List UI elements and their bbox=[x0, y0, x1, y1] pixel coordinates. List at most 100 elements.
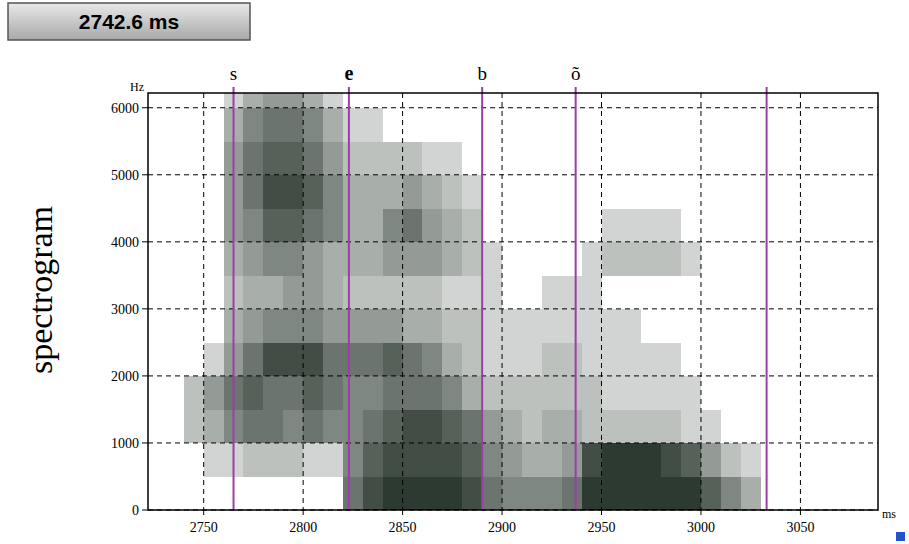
cell bbox=[323, 342, 343, 376]
cell bbox=[323, 93, 343, 108]
cell bbox=[482, 443, 502, 477]
boundary-line bbox=[481, 87, 483, 510]
cell bbox=[562, 141, 582, 175]
cell bbox=[522, 208, 542, 242]
cell bbox=[283, 141, 303, 175]
cell bbox=[721, 409, 741, 443]
cell bbox=[403, 409, 423, 443]
cell bbox=[243, 275, 263, 309]
cell bbox=[403, 476, 423, 510]
cell bbox=[621, 443, 641, 477]
cell bbox=[442, 342, 462, 376]
cell bbox=[283, 208, 303, 242]
cell bbox=[343, 309, 363, 343]
cell bbox=[562, 443, 582, 477]
cell bbox=[482, 275, 502, 309]
cell bbox=[602, 309, 622, 343]
cell bbox=[502, 342, 522, 376]
cell bbox=[204, 108, 224, 142]
cell bbox=[641, 409, 661, 443]
cell bbox=[701, 376, 721, 410]
cell bbox=[721, 208, 741, 242]
cell bbox=[641, 208, 661, 242]
cell bbox=[323, 309, 343, 343]
cell bbox=[243, 342, 263, 376]
x-tick bbox=[800, 510, 801, 515]
cell bbox=[582, 93, 602, 108]
cell bbox=[442, 93, 462, 108]
cell bbox=[562, 409, 582, 443]
cell bbox=[542, 208, 562, 242]
cell bbox=[283, 108, 303, 142]
cell bbox=[184, 409, 204, 443]
x-tick-label: 2850 bbox=[389, 520, 417, 535]
cell bbox=[462, 476, 482, 510]
y-grid-line bbox=[148, 308, 878, 309]
cell bbox=[582, 208, 602, 242]
cell bbox=[502, 409, 522, 443]
cell bbox=[681, 242, 701, 276]
cell bbox=[681, 175, 701, 209]
cell bbox=[442, 141, 462, 175]
x-tick-label: 2950 bbox=[588, 520, 616, 535]
cell bbox=[363, 409, 383, 443]
y-tick bbox=[142, 375, 148, 376]
cell bbox=[363, 93, 383, 108]
cell bbox=[721, 93, 741, 108]
cell bbox=[562, 275, 582, 309]
segment-label: õ bbox=[571, 63, 581, 84]
cell bbox=[482, 309, 502, 343]
cell bbox=[184, 443, 204, 477]
cell bbox=[363, 275, 383, 309]
cell bbox=[602, 342, 622, 376]
cell bbox=[502, 443, 522, 477]
cell bbox=[303, 242, 323, 276]
cell bbox=[323, 141, 343, 175]
y-tick bbox=[142, 174, 148, 175]
cell bbox=[303, 93, 323, 108]
y-grid-line bbox=[148, 375, 878, 376]
cell bbox=[343, 108, 363, 142]
cell bbox=[482, 242, 502, 276]
cell bbox=[542, 376, 562, 410]
cell bbox=[621, 376, 641, 410]
cell bbox=[741, 108, 761, 142]
cell bbox=[502, 476, 522, 510]
x-tick bbox=[303, 510, 304, 515]
cell bbox=[184, 309, 204, 343]
cell bbox=[701, 476, 721, 510]
cell bbox=[721, 108, 741, 142]
cell bbox=[184, 275, 204, 309]
cell bbox=[323, 476, 343, 510]
cell bbox=[542, 93, 562, 108]
y-tick bbox=[142, 510, 148, 511]
cell bbox=[303, 309, 323, 343]
cell bbox=[343, 242, 363, 276]
cell bbox=[542, 476, 562, 510]
cell bbox=[502, 175, 522, 209]
cell bbox=[542, 342, 562, 376]
cell bbox=[263, 208, 283, 242]
cell bbox=[184, 141, 204, 175]
cell bbox=[602, 476, 622, 510]
cell bbox=[562, 208, 582, 242]
cell bbox=[403, 376, 423, 410]
cell bbox=[602, 275, 622, 309]
cell bbox=[721, 175, 741, 209]
cell bbox=[602, 108, 622, 142]
cell bbox=[522, 141, 542, 175]
cell bbox=[343, 443, 363, 477]
cell bbox=[602, 409, 622, 443]
y-tick bbox=[142, 241, 148, 242]
cell bbox=[263, 275, 283, 309]
cell bbox=[383, 342, 403, 376]
cell bbox=[721, 275, 741, 309]
cell bbox=[243, 141, 263, 175]
cell bbox=[263, 108, 283, 142]
cell bbox=[422, 93, 442, 108]
cell bbox=[582, 443, 602, 477]
cell bbox=[602, 208, 622, 242]
x-grid-line bbox=[402, 93, 403, 510]
cell bbox=[422, 309, 442, 343]
cell bbox=[462, 208, 482, 242]
